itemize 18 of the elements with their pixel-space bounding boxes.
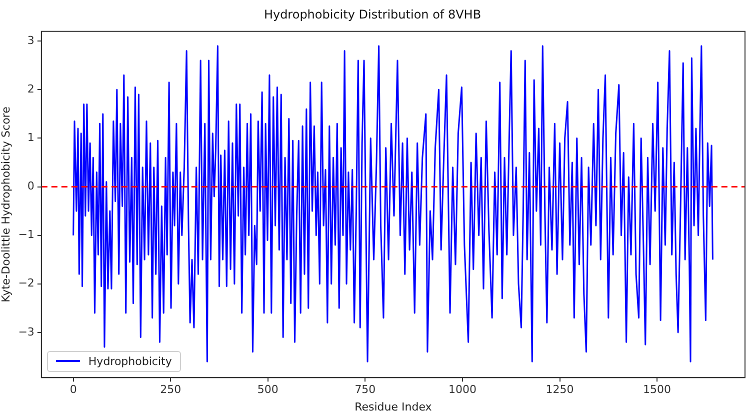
y-tick-label: −1 bbox=[18, 228, 34, 242]
x-tick-label: 1000 bbox=[448, 383, 476, 396]
x-tick-label: 750 bbox=[354, 383, 376, 396]
x-tick-label: 250 bbox=[160, 383, 182, 396]
x-tick-label: 0 bbox=[70, 383, 77, 396]
y-tick-label: −2 bbox=[18, 276, 34, 290]
y-axis-title: Kyte-Doolittle Hydrophobicity Score bbox=[0, 106, 12, 302]
y-tick-label: 2 bbox=[27, 82, 34, 96]
legend-label: Hydrophobicity bbox=[88, 354, 172, 368]
x-axis-title: Residue Index bbox=[354, 400, 432, 414]
y-tick-label: −3 bbox=[18, 325, 34, 338]
y-tick-label: 1 bbox=[27, 131, 34, 144]
x-tick-label: 1250 bbox=[546, 383, 574, 396]
x-tick-label: 500 bbox=[257, 383, 278, 396]
y-tick-label: 0 bbox=[27, 180, 34, 193]
x-tick-label: 1500 bbox=[643, 383, 672, 396]
y-tick-label: 3 bbox=[27, 34, 34, 47]
chart-title: Hydrophobicity Distribution of 8VHB bbox=[264, 7, 482, 22]
